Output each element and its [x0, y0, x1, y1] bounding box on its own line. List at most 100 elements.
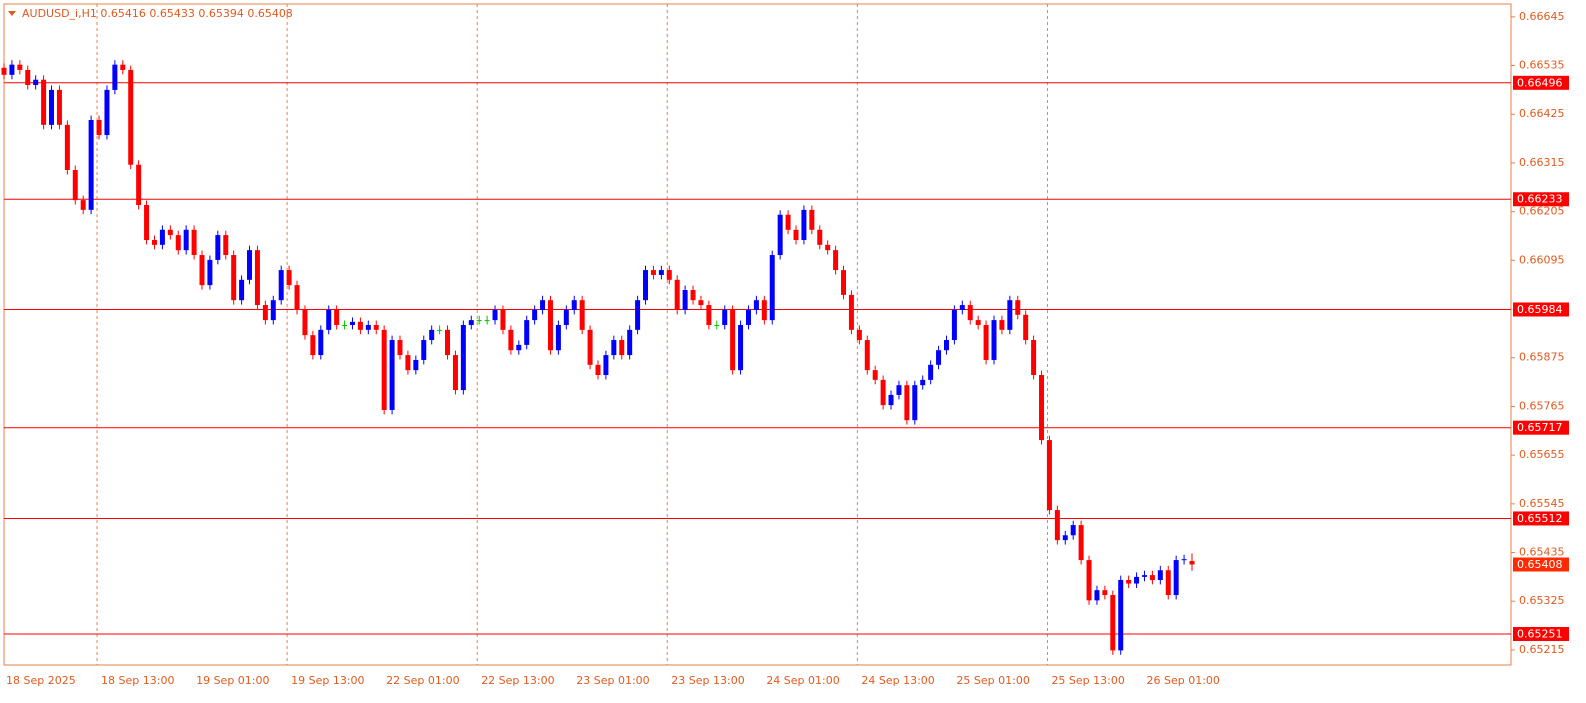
candle-body — [730, 309, 736, 371]
candle-body — [888, 394, 894, 406]
candle-body — [476, 320, 482, 322]
candle-body — [650, 270, 656, 275]
level-label-box — [1513, 627, 1569, 642]
candle-body — [128, 69, 134, 165]
candle-body — [310, 335, 316, 356]
candle-body — [492, 309, 498, 321]
level-label-box — [1513, 302, 1569, 317]
candle-body — [302, 309, 308, 336]
candle-body — [17, 64, 23, 70]
level-label-box — [1513, 75, 1569, 90]
candle-body — [943, 340, 949, 351]
y-tick-label: 0.65875 — [1519, 351, 1565, 364]
candle-body — [698, 300, 704, 306]
candle-body — [516, 344, 522, 351]
candle-body — [80, 200, 86, 210]
level-label: 0.65251 — [1517, 628, 1563, 641]
x-tick-label: 25 Sep 13:00 — [1051, 674, 1124, 687]
candle-body — [999, 320, 1005, 330]
candle-body — [975, 320, 981, 325]
candle-body — [817, 229, 823, 245]
x-tick-label: 24 Sep 01:00 — [766, 674, 839, 687]
candle-body — [959, 305, 965, 310]
candle-body — [349, 321, 355, 325]
x-tick-label: 23 Sep 01:00 — [576, 674, 649, 687]
candle-body — [1126, 579, 1132, 584]
candle-body — [104, 89, 110, 136]
candle-body — [500, 309, 506, 330]
candle-body — [413, 359, 419, 371]
candle-body — [690, 290, 696, 301]
candle-body — [207, 259, 213, 286]
y-tick-label: 0.65215 — [1519, 643, 1565, 656]
candle-body — [381, 329, 387, 410]
candle-body — [429, 329, 435, 341]
candle-body — [658, 270, 664, 275]
candle-body — [801, 209, 807, 240]
candle-body — [928, 364, 934, 380]
x-tick-label: 22 Sep 13:00 — [481, 674, 554, 687]
y-tick-label: 0.66425 — [1519, 107, 1565, 120]
candle-body — [239, 279, 245, 301]
candle-body — [595, 364, 601, 376]
candle-body — [112, 64, 118, 90]
candle-body — [769, 255, 775, 321]
candle-body — [1165, 570, 1171, 596]
candle-body — [183, 229, 189, 251]
y-tick-label: 0.65325 — [1519, 594, 1565, 607]
candle-body — [611, 340, 617, 356]
candle-body — [460, 324, 466, 391]
candle-body — [405, 355, 411, 371]
candle-body — [1094, 590, 1100, 601]
candle-body — [223, 235, 229, 256]
x-tick-label: 18 Sep 2025 — [6, 674, 76, 687]
candle-body — [1023, 314, 1029, 341]
candle-body — [468, 320, 474, 325]
candle-body — [967, 305, 973, 321]
candle-body — [983, 324, 989, 360]
candle-body — [833, 250, 839, 271]
candle-body — [753, 300, 759, 310]
candle-body — [1078, 525, 1084, 561]
y-tick-label: 0.65765 — [1519, 399, 1565, 412]
y-tick-label: 0.65545 — [1519, 497, 1565, 510]
candle-body — [880, 379, 886, 406]
candle-body — [175, 235, 181, 251]
candle-body — [627, 329, 633, 356]
candle-body — [397, 340, 403, 356]
candle-body — [532, 309, 538, 321]
candle-body — [247, 250, 253, 280]
candle-body — [777, 214, 783, 256]
candle-body — [1062, 535, 1068, 541]
candle-body — [421, 340, 427, 360]
candle-body — [864, 340, 870, 371]
candle-body — [1054, 510, 1060, 541]
candle-body — [912, 385, 918, 421]
candle-body — [1118, 579, 1124, 651]
candle-body — [191, 229, 197, 256]
candle-body — [1070, 525, 1076, 536]
chart-title: AUDUSD_i,H1 0.65416 0.65433 0.65394 0.65… — [22, 7, 293, 20]
candle-body — [579, 300, 585, 330]
candle-body — [603, 355, 609, 376]
candle-body — [215, 235, 221, 260]
candle-body — [872, 370, 878, 380]
candle-body — [136, 164, 142, 206]
candle-body — [951, 309, 957, 341]
candle-body — [33, 79, 39, 86]
candle-body — [619, 340, 625, 356]
candle-body — [56, 89, 62, 125]
candle-body — [1149, 575, 1155, 580]
candle-body — [666, 270, 672, 280]
candle-body — [714, 324, 720, 326]
y-tick-label: 0.66535 — [1519, 59, 1565, 72]
candle-body — [286, 270, 292, 286]
candle-body — [199, 255, 205, 286]
x-tick-label: 19 Sep 13:00 — [291, 674, 364, 687]
level-label: 0.66496 — [1517, 76, 1563, 89]
candle-body — [445, 329, 451, 356]
collapse-arrow — [8, 11, 16, 16]
x-tick-label: 25 Sep 01:00 — [956, 674, 1029, 687]
candle-body — [1086, 560, 1092, 601]
candle-body — [72, 170, 78, 201]
